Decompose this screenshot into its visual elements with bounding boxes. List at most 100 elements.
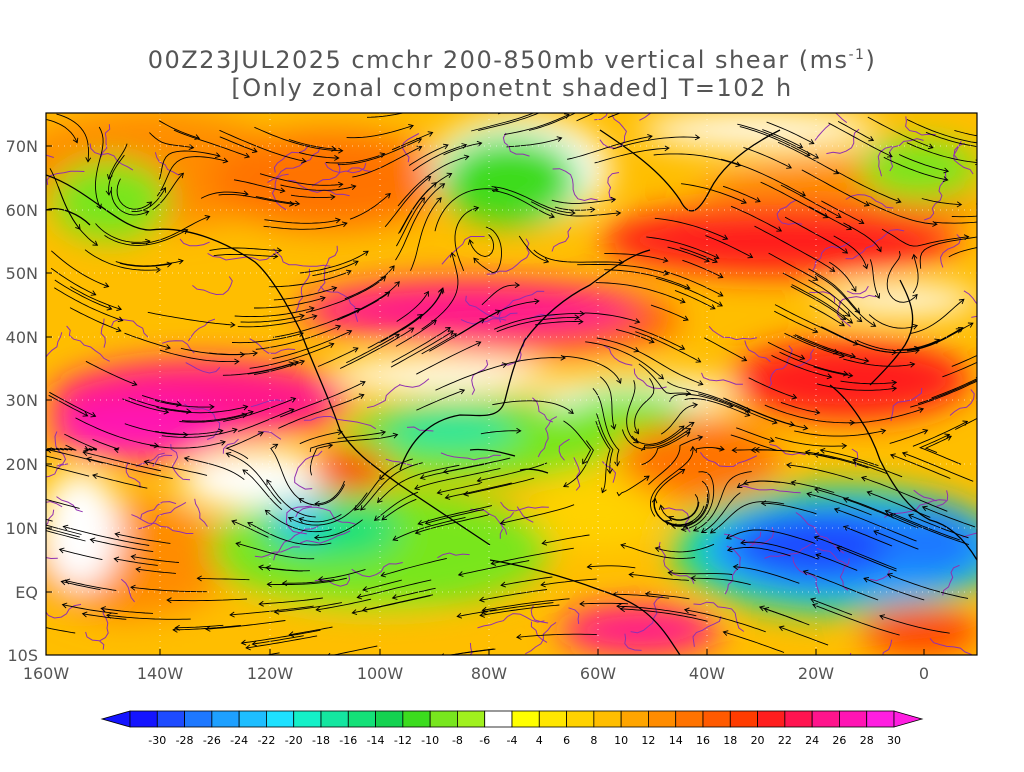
streamline <box>223 397 296 422</box>
streamline <box>848 408 924 424</box>
streamline <box>175 624 224 629</box>
streamline-arrow <box>403 660 408 665</box>
streamline-arrow <box>862 263 869 270</box>
streamline <box>779 351 848 375</box>
streamline-arrow <box>620 542 626 549</box>
streamline <box>828 122 893 158</box>
streamline-arrow <box>439 183 446 189</box>
streamline <box>259 597 323 605</box>
streamline <box>837 121 874 141</box>
contour-line <box>692 616 722 647</box>
contour-line <box>140 501 177 520</box>
streamline-arrow <box>251 640 258 647</box>
colorbar-swatch <box>211 710 240 728</box>
streamline <box>70 286 122 310</box>
streamline-arrow <box>633 346 640 353</box>
streamline <box>92 438 119 451</box>
streamline <box>152 172 184 211</box>
streamline-arrow <box>918 407 925 413</box>
streamline-arrow <box>587 105 592 110</box>
streamline-arrow <box>204 215 211 221</box>
streamline <box>924 435 952 454</box>
streamline <box>613 593 670 599</box>
streamline-arrow <box>360 505 366 511</box>
streamline-arrow <box>909 361 916 368</box>
streamline <box>273 287 337 301</box>
streamline <box>312 260 359 277</box>
colorbar-swatch <box>648 710 677 728</box>
streamline-arrow <box>385 193 391 199</box>
colorbar-swatch <box>593 710 622 728</box>
streamline <box>635 349 703 385</box>
streamline-arrow <box>266 581 272 588</box>
streamline <box>650 304 689 321</box>
streamline-arrow <box>717 273 724 279</box>
streamline <box>86 458 173 480</box>
streamline-arrow <box>644 591 651 597</box>
contour-line <box>314 574 351 587</box>
streamline <box>722 185 761 203</box>
streamline-arrow <box>889 453 896 459</box>
streamline-arrow <box>709 528 716 534</box>
streamline <box>264 219 341 224</box>
streamline-arrow <box>648 338 655 344</box>
streamline-arrow <box>990 142 995 147</box>
streamline <box>542 534 590 544</box>
contour-line <box>125 462 141 488</box>
streamline-arrow <box>165 344 171 350</box>
streamline <box>131 555 179 563</box>
streamline <box>397 155 469 207</box>
streamline <box>46 530 86 542</box>
contour-line <box>949 389 975 416</box>
streamline <box>219 136 258 153</box>
streamline-arrow <box>836 546 843 552</box>
streamline-arrow <box>879 614 885 620</box>
streamline-arrow <box>684 431 691 437</box>
streamline-arrow <box>501 362 508 369</box>
streamline <box>274 602 342 613</box>
contour-line <box>288 179 350 197</box>
colorbar-swatch <box>429 710 458 728</box>
streamline <box>634 377 655 434</box>
streamline-arrow <box>389 265 395 271</box>
streamline <box>736 427 775 442</box>
streamline-arrow <box>692 402 699 409</box>
streamline <box>95 223 150 243</box>
streamline-arrow <box>114 531 121 538</box>
streamline-arrow <box>408 123 414 130</box>
streamline <box>621 422 695 451</box>
streamline-arrow <box>654 546 661 553</box>
streamline <box>434 188 498 232</box>
streamline-arrow <box>570 209 576 216</box>
streamline-arrow <box>833 507 840 514</box>
contour-line <box>845 194 894 209</box>
streamline <box>344 265 395 300</box>
streamline-arrow <box>732 563 739 570</box>
coastline <box>489 559 681 655</box>
colorbar-swatch <box>347 710 376 728</box>
coastline <box>469 448 516 457</box>
streamline <box>56 113 89 162</box>
streamline <box>612 136 700 150</box>
streamline-arrow <box>712 257 718 264</box>
streamline <box>346 333 400 364</box>
streamline-arrow <box>667 569 673 576</box>
streamline-arrow <box>886 152 893 158</box>
colorbar-swatch <box>156 710 185 728</box>
streamline <box>812 604 900 636</box>
streamline <box>648 436 703 485</box>
streamline <box>822 347 869 362</box>
streamline <box>362 579 402 591</box>
streamline <box>887 573 969 599</box>
streamline-arrow <box>317 576 324 583</box>
contour-line <box>295 506 356 525</box>
streamline <box>663 270 724 297</box>
streamline <box>816 383 897 391</box>
streamline <box>85 360 137 386</box>
streamline <box>265 509 332 533</box>
contour-line <box>599 114 627 149</box>
streamline <box>912 254 919 294</box>
contour-line <box>639 113 652 121</box>
contour-line <box>222 438 239 454</box>
streamline-arrow <box>313 534 320 541</box>
